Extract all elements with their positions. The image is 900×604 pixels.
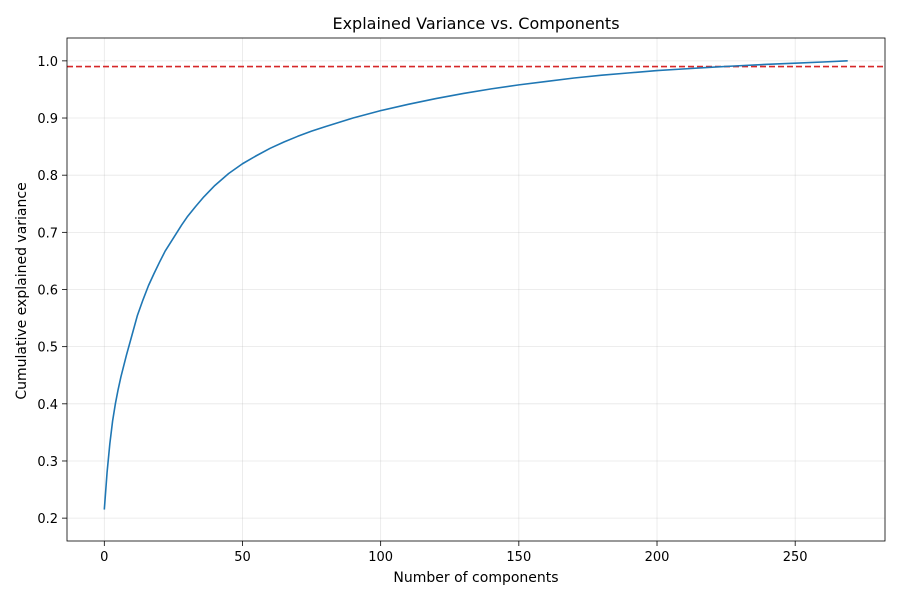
y-tick-label: 0.9: [37, 112, 58, 127]
x-tick-label: 0: [100, 550, 108, 565]
chart-title: Explained Variance vs. Components: [332, 14, 619, 33]
x-tick-label: 250: [783, 550, 808, 565]
y-tick-label: 0.4: [37, 398, 58, 413]
x-tick-label: 200: [645, 550, 670, 565]
y-tick-label: 0.6: [37, 284, 58, 299]
x-tick-label: 100: [368, 550, 393, 565]
y-tick-label: 0.3: [37, 455, 58, 470]
y-tick-label: 1.0: [37, 55, 58, 70]
y-tick-label: 0.7: [37, 226, 58, 241]
x-axis-label: Number of components: [393, 570, 558, 586]
x-tick-label: 50: [234, 550, 251, 565]
series-line: [103, 60, 848, 510]
x-tick-label: 150: [506, 550, 531, 565]
y-tick-label: 0.2: [37, 512, 58, 527]
y-axis-label: Cumulative explained variance: [14, 182, 30, 399]
series-layer: [103, 60, 848, 510]
ticks-layer: 0 50 100 150 200 250 0.2 0.3 0.4 0.5 0.6 0.7 0.8 0.9 1…: [37, 55, 807, 565]
y-tick-label: 0.5: [37, 341, 58, 356]
grid-layer: [67, 38, 885, 541]
y-tick-label: 0.8: [37, 169, 58, 184]
